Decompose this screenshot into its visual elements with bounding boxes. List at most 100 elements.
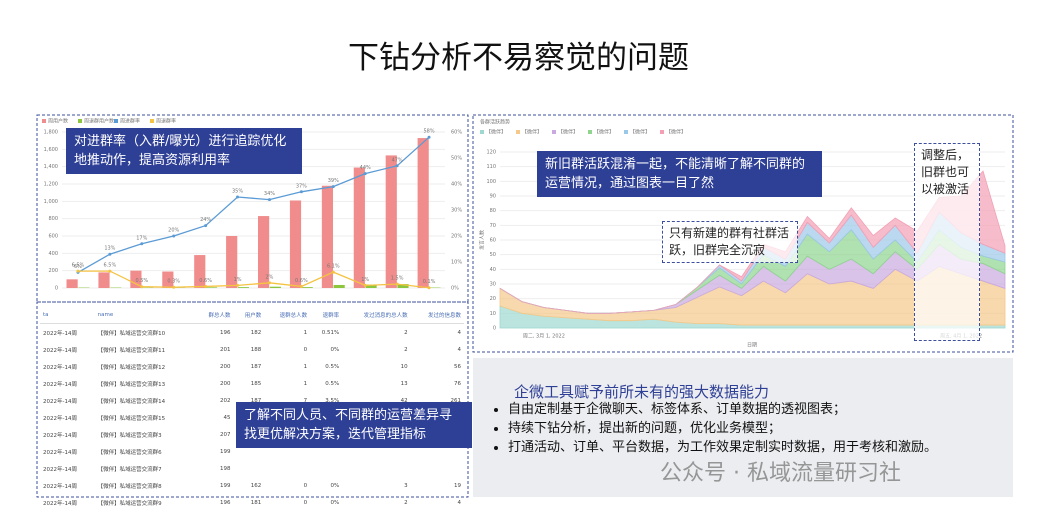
table-cell: 2022年-14周 xyxy=(43,500,77,507)
table-cell: 261 xyxy=(450,397,462,404)
point xyxy=(172,285,176,289)
table-header: 退群率 xyxy=(310,306,343,324)
point xyxy=(204,284,208,288)
bullet: 打通活动、订单、平台数据，为工作效果定制实时数据，用于考核和激励。 xyxy=(508,438,1028,457)
bullet: 持续下钻分析，提出新的问题，优化业务模型； xyxy=(508,419,1028,438)
legend-label: 【微伴】 xyxy=(630,129,650,136)
y-tick-label: 0 xyxy=(55,286,58,292)
legend-label: 【微伴】 xyxy=(558,129,578,136)
point xyxy=(204,224,208,228)
y-tick-label: 70 xyxy=(490,223,496,229)
y-tick-label: 1,000 xyxy=(44,199,58,205)
table-cell: 201 xyxy=(219,346,231,353)
legend-label: 【微伴】 xyxy=(666,129,686,136)
data-label: 2% xyxy=(265,274,273,280)
table-cell: 45 xyxy=(223,414,231,421)
point xyxy=(108,252,112,256)
table-cell: 3.5% xyxy=(325,397,340,404)
y-tick-label: 60 xyxy=(490,238,496,244)
table-row: 2022年-14周 【微伴】私域运营交流群9 196 181 0 0% 2 4 xyxy=(40,494,464,511)
table-cell: 42 xyxy=(400,397,408,404)
table-cell: 7 xyxy=(303,397,308,404)
x-tick-label: 周二, 3月 1, 2022 xyxy=(523,334,565,340)
point xyxy=(363,283,367,287)
y2-tick-label: 20% xyxy=(451,234,462,240)
bar xyxy=(226,236,238,288)
table-cell: 2022年-14周 xyxy=(43,330,77,337)
table-cell: 56 xyxy=(454,363,461,370)
table-cell: 2022年-14周 xyxy=(43,364,77,371)
y-tick-label: 200 xyxy=(48,268,58,274)
table-header: 发过消息的总人数 xyxy=(342,306,411,324)
table-row: 2022年-14周 【微伴】私域运营交流群11 201 188 0 0% 2 4 xyxy=(40,341,464,358)
table-cell: 【微伴】私域运营交流群6 xyxy=(97,449,162,456)
table-cell: 10 xyxy=(400,363,408,370)
bullet-list: 自由定制基于企微聊天、标签体系、订单数据的透视图表；持续下钻分析，提出新的问题，… xyxy=(490,400,1028,457)
data-label: 0.6% xyxy=(199,278,212,284)
point xyxy=(363,172,367,176)
table-row: 2022年-14周 【微伴】私域运营交流群14 202 187 7 3.5% 42 261 xyxy=(40,392,464,409)
legend-swatch xyxy=(516,130,520,134)
table-cell: 76 xyxy=(454,380,461,387)
data-label: 17% xyxy=(136,235,147,241)
line xyxy=(77,136,430,273)
point xyxy=(172,234,176,238)
y-tick-label: 10 xyxy=(490,311,496,317)
point xyxy=(267,281,271,285)
y-tick-label: 0 xyxy=(493,326,496,332)
right-chart-frame xyxy=(472,114,1014,353)
y-tick-label: 30 xyxy=(490,282,496,288)
table-cell: 2022年-14周 xyxy=(43,398,77,405)
table-cell: 3 xyxy=(404,482,408,489)
table-cell: 199 xyxy=(219,482,231,489)
left-chart-frame xyxy=(36,114,469,303)
point xyxy=(76,269,80,273)
table-row: 2022年-14周 【微伴】私域运营交流群13 200 185 1 0.5% 13 76 xyxy=(40,375,464,392)
note: 了解不同人员、不同群的运营差异寻找更优解决方案，迭代管理指标 xyxy=(236,402,472,448)
table-cell: 【微伴】私域运营交流群13 xyxy=(97,381,166,388)
data-label: 6.5% xyxy=(104,263,117,269)
table-header: 退群总人数 xyxy=(264,306,311,324)
table-cell: 4 xyxy=(457,329,462,336)
y-tick-label: 800 xyxy=(48,216,58,222)
data-label: 24% xyxy=(200,217,211,223)
table-cell: 1 xyxy=(303,329,308,336)
table-cell: 4 xyxy=(457,499,462,506)
legend-swatch xyxy=(480,130,484,134)
bar xyxy=(258,216,270,288)
table-cell: 1 xyxy=(303,380,308,387)
legend-label: 周退群用户数 xyxy=(84,118,114,125)
table-cell: 2022年-14周 xyxy=(43,449,77,456)
bar xyxy=(397,284,409,288)
table-header: ta xyxy=(40,306,95,324)
table-row: 2022年-14周 【微伴】私域运营交流群15 45 xyxy=(40,409,464,426)
table-cell: 200 xyxy=(219,363,231,370)
point xyxy=(236,195,240,199)
table-header: 用户数 xyxy=(233,306,265,324)
bar xyxy=(301,287,313,288)
data-label: 1% xyxy=(361,277,369,283)
bar xyxy=(333,284,345,288)
table-header: 群总人数 xyxy=(195,306,234,324)
data-label: 35% xyxy=(232,189,243,195)
table-cell: 188 xyxy=(250,346,262,353)
table-cell: 207 xyxy=(219,431,231,438)
note: 调整后，旧群也可以被激活 xyxy=(914,143,980,341)
bar xyxy=(130,270,142,288)
y-tick-label: 600 xyxy=(48,234,58,240)
panel-bg xyxy=(473,358,1013,497)
note: 只有新建的群有社群活跃，旧群完全沉寂 xyxy=(662,221,798,263)
bar xyxy=(237,287,249,288)
y2-tick-label: 30% xyxy=(451,208,462,214)
point xyxy=(331,185,335,189)
bar xyxy=(385,155,397,288)
y-tick-label: 120 xyxy=(486,150,496,156)
point xyxy=(395,164,399,168)
data-label: 0.3% xyxy=(167,279,180,285)
bar xyxy=(269,286,281,288)
table-cell: 【微伴】私域运营交流群15 xyxy=(97,415,166,422)
data-label: 37% xyxy=(296,183,307,189)
legend-label: 周用户数 xyxy=(48,118,68,125)
